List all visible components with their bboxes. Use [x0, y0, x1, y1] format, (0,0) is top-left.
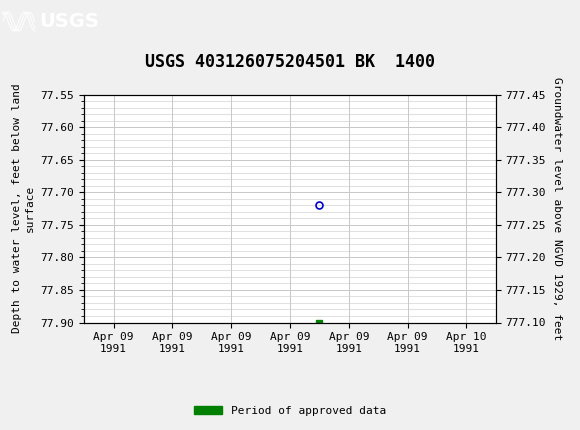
Text: USGS 403126075204501 BK  1400: USGS 403126075204501 BK 1400 [145, 53, 435, 71]
Text: USGS: USGS [39, 12, 99, 31]
Y-axis label: Groundwater level above NGVD 1929, feet: Groundwater level above NGVD 1929, feet [552, 77, 561, 340]
Y-axis label: Depth to water level, feet below land
surface: Depth to water level, feet below land su… [12, 84, 35, 333]
Legend: Period of approved data: Period of approved data [190, 401, 390, 420]
